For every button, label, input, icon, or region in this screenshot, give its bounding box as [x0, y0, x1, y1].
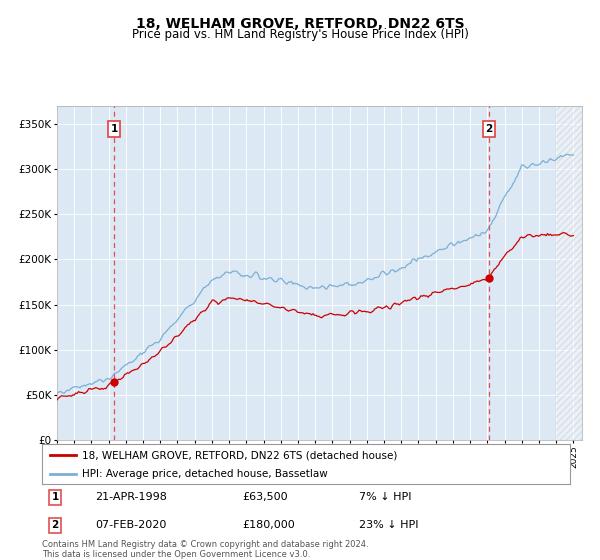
Text: 18, WELHAM GROVE, RETFORD, DN22 6TS (detached house): 18, WELHAM GROVE, RETFORD, DN22 6TS (det… — [82, 450, 397, 460]
Text: £180,000: £180,000 — [242, 520, 295, 530]
Text: 2: 2 — [485, 124, 493, 134]
Text: 21-APR-1998: 21-APR-1998 — [95, 492, 167, 502]
Text: 1: 1 — [110, 124, 118, 134]
Text: £63,500: £63,500 — [242, 492, 288, 502]
Text: 07-FEB-2020: 07-FEB-2020 — [95, 520, 166, 530]
Text: Contains HM Land Registry data © Crown copyright and database right 2024.
This d: Contains HM Land Registry data © Crown c… — [42, 540, 368, 559]
Text: 1: 1 — [52, 492, 59, 502]
Text: Price paid vs. HM Land Registry's House Price Index (HPI): Price paid vs. HM Land Registry's House … — [131, 28, 469, 41]
Text: 23% ↓ HPI: 23% ↓ HPI — [359, 520, 418, 530]
Text: HPI: Average price, detached house, Bassetlaw: HPI: Average price, detached house, Bass… — [82, 469, 328, 479]
Text: 2: 2 — [52, 520, 59, 530]
Text: 7% ↓ HPI: 7% ↓ HPI — [359, 492, 412, 502]
Text: 18, WELHAM GROVE, RETFORD, DN22 6TS: 18, WELHAM GROVE, RETFORD, DN22 6TS — [136, 17, 464, 31]
